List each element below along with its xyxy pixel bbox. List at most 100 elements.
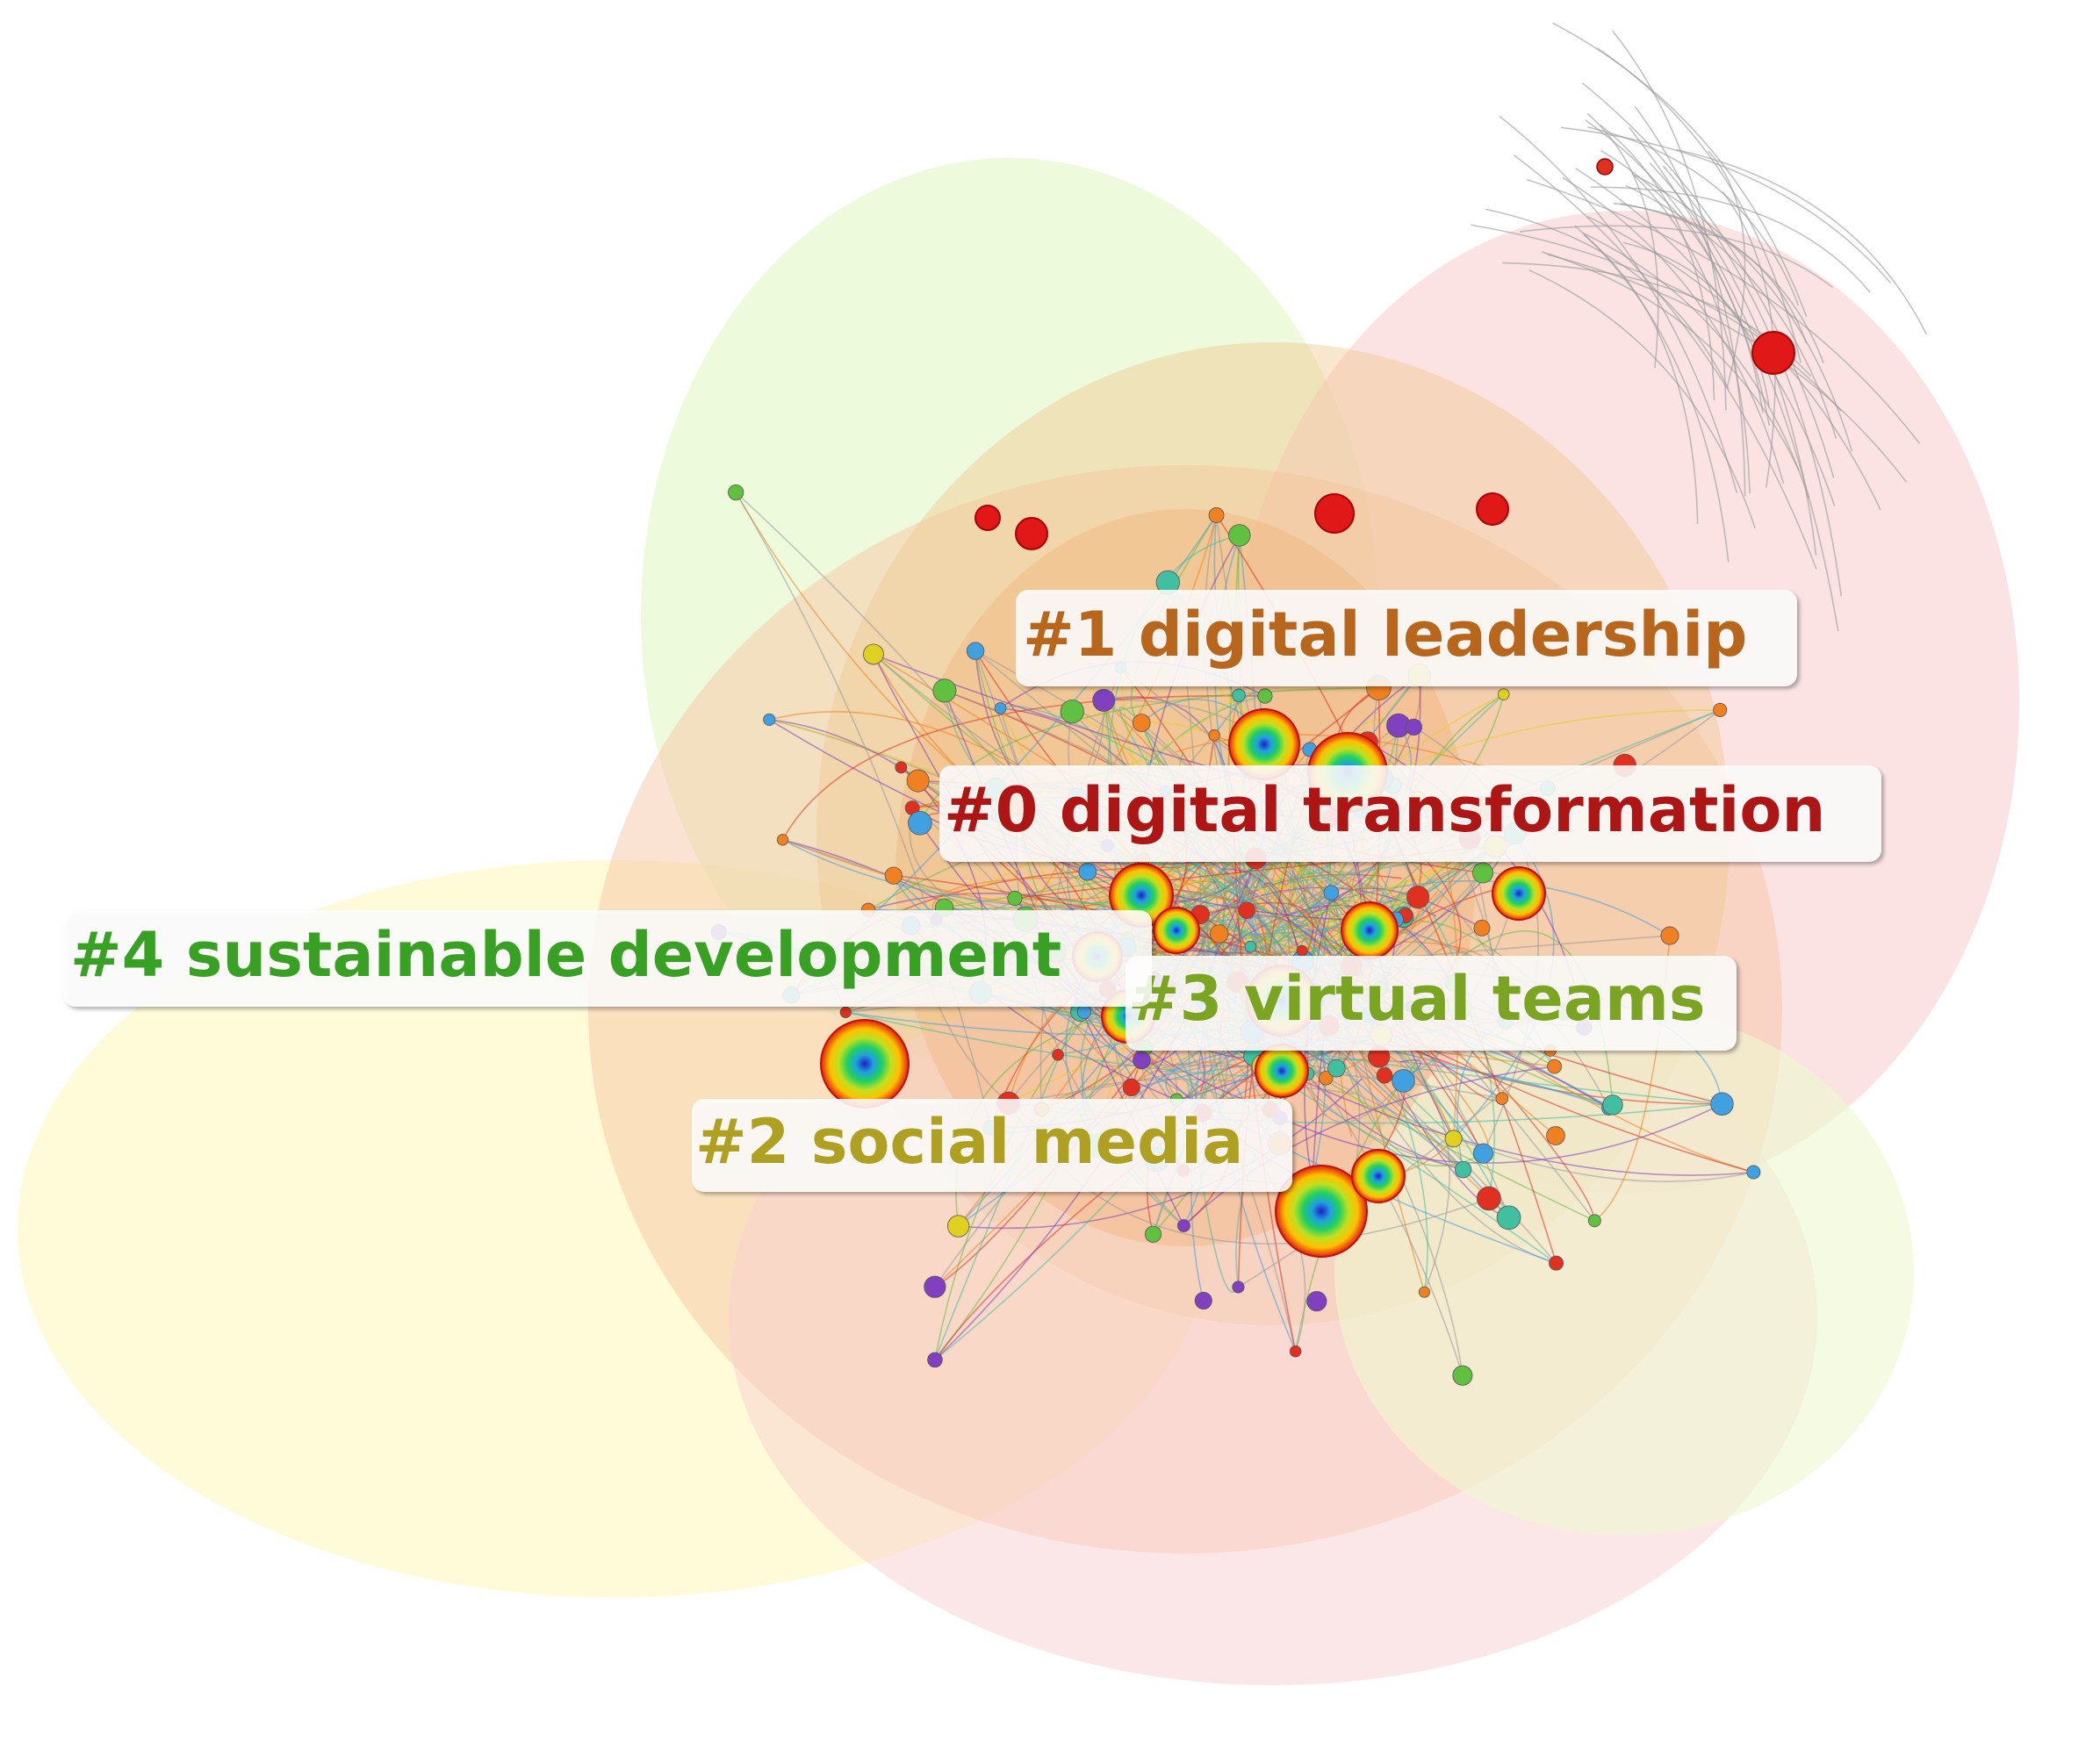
node	[1452, 1365, 1473, 1386]
node	[1208, 729, 1220, 742]
node	[1092, 689, 1116, 712]
node	[1232, 688, 1246, 702]
node	[895, 761, 908, 774]
node	[1547, 1058, 1562, 1074]
edge	[1722, 190, 1776, 488]
node	[1418, 1286, 1430, 1298]
node	[1153, 907, 1200, 954]
edge	[1103, 700, 1595, 1222]
node	[946, 1215, 970, 1238]
node	[1132, 714, 1151, 732]
node	[1232, 1281, 1245, 1294]
node	[1007, 890, 1023, 907]
node	[1133, 1051, 1151, 1070]
node	[1289, 1345, 1302, 1358]
edge	[1634, 105, 1746, 497]
edge	[1600, 124, 1715, 401]
edge	[768, 719, 1359, 921]
edge	[1274, 854, 1428, 1293]
node	[1713, 702, 1728, 717]
edge	[1306, 1073, 1405, 1123]
node	[1473, 919, 1491, 936]
node	[1405, 718, 1422, 736]
node	[1746, 1165, 1761, 1180]
node	[1477, 1186, 1501, 1211]
node	[1144, 1225, 1162, 1243]
node	[1076, 1004, 1092, 1019]
node	[763, 713, 776, 726]
node	[728, 484, 744, 501]
label-box	[1126, 956, 1737, 1051]
edge	[1279, 1103, 1722, 1164]
node	[1406, 886, 1430, 909]
edge	[873, 653, 1557, 1137]
node	[1228, 524, 1251, 547]
node	[1275, 1165, 1368, 1258]
edge	[1471, 224, 1842, 412]
node	[1476, 492, 1509, 526]
node	[1497, 688, 1510, 700]
edge	[1613, 202, 1808, 344]
edge	[1485, 208, 1730, 390]
node	[1323, 885, 1340, 901]
label-box	[1016, 590, 1797, 686]
node	[1660, 926, 1679, 945]
edge	[1514, 154, 1817, 570]
label-box	[939, 765, 1881, 862]
node	[1392, 1069, 1415, 1093]
node	[1492, 866, 1546, 921]
cluster-label: #2 social media	[695, 1106, 1243, 1178]
edge	[1143, 858, 1330, 966]
cluster-area	[1334, 1009, 1914, 1536]
node	[820, 1019, 910, 1109]
edge	[1039, 666, 1122, 1109]
node	[1495, 1092, 1509, 1105]
edge	[1118, 707, 1166, 793]
node	[1751, 331, 1795, 375]
edge	[1528, 269, 1756, 529]
node	[1327, 1058, 1346, 1078]
node	[1176, 1219, 1190, 1232]
node	[1060, 700, 1084, 724]
node	[966, 642, 985, 660]
node	[1376, 1067, 1393, 1084]
edge	[1499, 115, 1738, 493]
edge	[1562, 176, 1785, 484]
node	[932, 678, 957, 703]
node	[1052, 1048, 1064, 1061]
node	[908, 810, 932, 836]
node	[1306, 1290, 1327, 1312]
node	[839, 1006, 852, 1018]
node	[1472, 862, 1494, 884]
edge	[1526, 178, 1921, 444]
cluster-label: #3 virtual teams	[1128, 963, 1706, 1035]
edge	[1581, 82, 1835, 478]
node	[1596, 158, 1614, 176]
edge	[1625, 184, 1838, 439]
node	[1351, 1149, 1406, 1203]
edge	[1612, 30, 1727, 411]
node	[1210, 924, 1229, 944]
cluster-label: #4 sustainable development	[70, 919, 1061, 991]
label-box	[692, 1099, 1292, 1192]
label-box	[63, 910, 1152, 1007]
edge	[1226, 858, 1307, 891]
node	[906, 769, 930, 793]
node	[924, 1275, 946, 1298]
node	[1238, 901, 1255, 919]
edge	[1574, 225, 1730, 563]
node	[1444, 1130, 1463, 1148]
node	[884, 866, 903, 885]
node	[1546, 1126, 1565, 1145]
cluster-label: #0 digital transformation	[944, 774, 1825, 846]
edge	[1203, 836, 1464, 1376]
edge	[1552, 22, 1808, 318]
node	[1122, 1078, 1140, 1097]
node	[1549, 1255, 1564, 1271]
node	[1296, 944, 1308, 957]
node	[1255, 1044, 1309, 1098]
node	[1015, 517, 1048, 550]
node	[1319, 1071, 1334, 1086]
node	[863, 643, 884, 665]
cluster-labels: #1 digital leadership #0 digital transfo…	[63, 590, 1881, 1192]
